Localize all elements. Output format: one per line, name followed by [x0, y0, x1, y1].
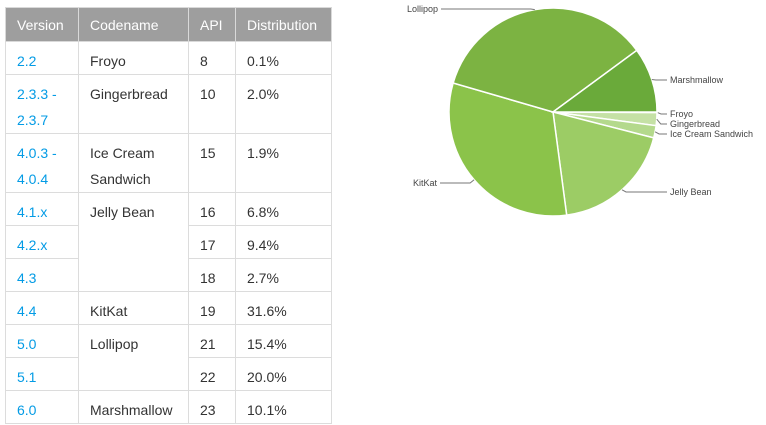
- codename-cell: Marshmallow: [78, 390, 189, 424]
- distribution-cell: 6.8%: [235, 192, 332, 226]
- version-link[interactable]: 5.1: [5, 357, 79, 391]
- leader-line-lollipop: [441, 8, 535, 11]
- distribution-cell: 2.7%: [235, 258, 332, 292]
- distribution-cell: 31.6%: [235, 291, 332, 325]
- distribution-cell: 20.0%: [235, 357, 332, 391]
- leader-line-jelly-bean: [621, 189, 667, 193]
- slice-label-ice-cream-sandwich: Ice Cream Sandwich: [670, 129, 753, 139]
- version-link[interactable]: 4.4: [5, 291, 79, 325]
- distribution-cell: 1.9%: [235, 133, 332, 193]
- version-link[interactable]: 4.0.3 - 4.0.4: [5, 133, 79, 193]
- api-cell: 10: [188, 74, 236, 134]
- codename-cell: Jelly Bean: [78, 192, 189, 292]
- codename-cell: Lollipop: [78, 324, 189, 391]
- leader-line-froyo: [656, 111, 667, 115]
- slice-label-gingerbread: Gingerbread: [670, 119, 720, 129]
- pie-slice-kitkat: [448, 82, 568, 217]
- table-row: 5.1 22 20.0%: [5, 357, 332, 391]
- distribution-table: Version Codename API Distribution 2.2 Fr…: [5, 7, 332, 424]
- table-row: 6.0 Marshmallow 23 10.1%: [5, 390, 332, 424]
- slice-label-jelly-bean: Jelly Bean: [670, 187, 712, 197]
- leader-line-kitkat: [440, 179, 475, 184]
- pie-slice-jelly-bean: [552, 110, 655, 216]
- api-cell: 15: [188, 133, 236, 193]
- api-cell: 23: [188, 390, 236, 424]
- header-distribution: Distribution: [235, 7, 332, 42]
- version-link[interactable]: 2.2: [5, 41, 79, 75]
- distribution-cell: 10.1%: [235, 390, 332, 424]
- api-cell: 19: [188, 291, 236, 325]
- distribution-cell: 15.4%: [235, 324, 332, 358]
- distribution-cell: 0.1%: [235, 41, 332, 75]
- slice-label-marshmallow: Marshmallow: [670, 75, 724, 85]
- version-link[interactable]: 4.1.x: [5, 192, 79, 226]
- leader-line-gingerbread: [656, 118, 667, 125]
- slice-label-lollipop: Lollipop: [407, 4, 438, 14]
- table-row: 4.1.x Jelly Bean 16 6.8%: [5, 192, 332, 292]
- codename-cell: Froyo: [78, 41, 189, 75]
- version-link[interactable]: 6.0: [5, 390, 79, 424]
- api-cell: 16: [188, 192, 236, 226]
- table-row: 4.0.3 - 4.0.4 Ice Cream Sandwich 15 1.9%: [5, 133, 332, 193]
- api-cell: 22: [188, 357, 236, 391]
- api-cell: 21: [188, 324, 236, 358]
- distribution-cell: 9.4%: [235, 225, 332, 259]
- codename-cell: Gingerbread: [78, 74, 189, 134]
- header-version: Version: [5, 7, 79, 42]
- table-row: 4.4 KitKat 19 31.6%: [5, 291, 332, 325]
- slice-label-froyo: Froyo: [670, 109, 693, 119]
- distribution-cell: 2.0%: [235, 74, 332, 134]
- leader-line-ice-cream-sandwich: [654, 131, 667, 135]
- table-row: 2.2 Froyo 8 0.1%: [5, 41, 332, 75]
- codename-cell: KitKat: [78, 291, 189, 325]
- api-cell: 17: [188, 225, 236, 259]
- api-cell: 8: [188, 41, 236, 75]
- slice-label-kitkat: KitKat: [413, 178, 438, 188]
- table-row: 4.2.x 17 9.4%: [5, 225, 332, 259]
